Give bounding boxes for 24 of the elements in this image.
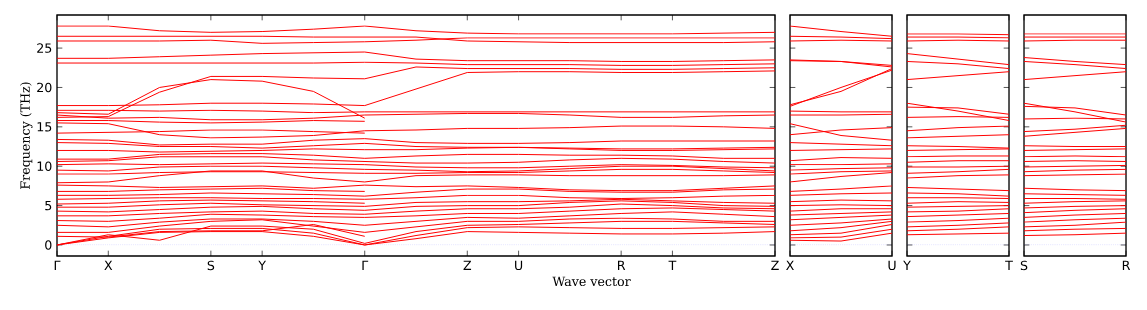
y-tick-label: 20 <box>37 82 52 93</box>
x-tick-label: R <box>1122 260 1131 270</box>
x-tick-label: Γ <box>362 260 369 270</box>
x-tick-label: T <box>1005 260 1013 270</box>
x-tick-label: X <box>104 260 113 270</box>
y-tick-label: 25 <box>37 43 52 53</box>
y-axis-title: Frequency (THz) <box>20 82 33 189</box>
y-tick-label: 5 <box>45 200 52 211</box>
x-tick-label: Z <box>771 260 779 270</box>
y-tick-label: 0 <box>45 240 52 250</box>
x-tick-label: Y <box>903 260 911 270</box>
y-tick-label: 10 <box>37 161 52 171</box>
x-tick-label: U <box>515 260 523 271</box>
x-tick-label: Z <box>463 260 472 270</box>
y-tick-label: 15 <box>37 122 52 132</box>
x-tick-label: S <box>207 260 215 271</box>
x-tick-label: Y <box>258 260 267 270</box>
x-tick-label: T <box>668 260 677 270</box>
x-tick-label: R <box>617 260 626 270</box>
x-tick-label: Γ <box>54 260 61 270</box>
x-tick-label: U <box>888 260 896 271</box>
x-tick-label: S <box>1020 260 1028 271</box>
x-tick-label: X <box>786 260 794 270</box>
x-axis-title: Wave vector <box>552 276 631 287</box>
